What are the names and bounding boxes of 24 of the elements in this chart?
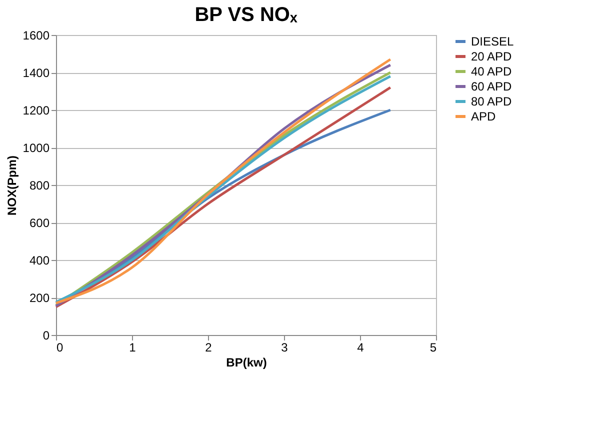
y-tick-label: 1200: [22, 104, 50, 118]
legend-label: 40 APD: [471, 64, 512, 78]
x-tick-label: 3: [281, 340, 288, 354]
y-tick-label: 200: [29, 291, 50, 305]
chart-title: BP VS NOₓ: [194, 4, 298, 26]
y-tick-label: 1000: [22, 141, 50, 155]
x-tick-label: 0: [56, 340, 64, 354]
x-tick-label: 1: [129, 340, 136, 354]
y-tick-label: 400: [29, 254, 50, 268]
y-tick-label: 0: [42, 328, 50, 342]
legend-label: 20 APD: [471, 50, 512, 64]
x-tick-label: 5: [430, 340, 437, 354]
legend-label: 60 APD: [471, 80, 512, 94]
x-tick-label: 4: [357, 340, 364, 354]
legend-label: DIESEL: [471, 34, 514, 48]
x-axis-title: BP(kw): [226, 356, 267, 370]
legend-label: APD: [471, 110, 496, 124]
y-tick-label: 600: [29, 216, 50, 230]
y-axis-title: NOX(Ppm): [4, 155, 19, 216]
legend-label: 80 APD: [471, 94, 512, 108]
y-tick-label: 1400: [22, 66, 50, 80]
y-tick-label: 800: [29, 178, 50, 192]
x-tick-label: 2: [205, 340, 212, 354]
y-tick-label: 1600: [22, 28, 50, 42]
